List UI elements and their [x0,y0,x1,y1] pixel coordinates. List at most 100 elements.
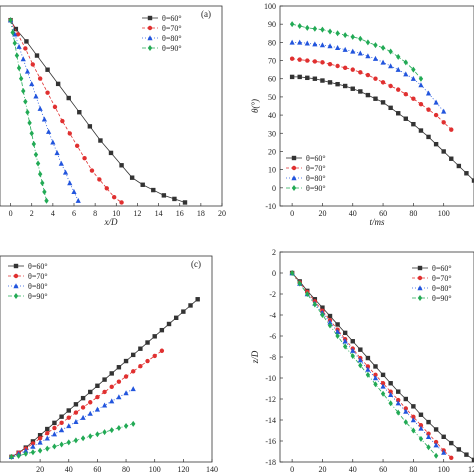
data-point [44,435,50,441]
panel-1: 0 20 40 60 80 100 -10 0 10 20 30 40 50 60 70 80 90 100 t/m… [250,2,474,227]
legend-marker [417,295,423,301]
data-point [88,433,93,440]
data-point [109,398,115,404]
data-point [23,447,29,453]
data-point [59,441,64,448]
data-point [418,75,424,82]
legend-marker [291,175,297,181]
y-tick-label: -18 [265,458,276,467]
y-tick-label: 80 [268,38,276,47]
y-tick-label: -6 [269,332,276,341]
data-point [151,187,156,193]
data-point [23,46,28,51]
data-point [388,83,393,89]
legend-label: θ=90° [432,294,452,303]
x-tick-label: 60 [379,209,387,218]
data-point [45,430,50,436]
data-point [289,74,295,80]
series-3 [9,420,136,460]
data-point [335,63,340,69]
data-point [62,169,69,175]
data-point [104,186,109,191]
x-tick-label: 100 [438,465,450,474]
series-line [10,19,122,203]
data-point [411,66,416,73]
x-tick-label: 60 [93,465,101,474]
data-point [30,441,36,446]
y-tick-label: -4 [269,311,276,320]
data-point [16,43,22,49]
series-3 [289,270,439,459]
data-point [320,60,325,65]
data-point [342,83,348,89]
data-point [116,425,122,432]
legend-marker [147,45,153,51]
data-point [305,58,310,63]
data-point [350,86,355,91]
data-point [380,390,386,397]
data-point [82,156,87,161]
data-point [418,425,424,431]
data-point [75,197,81,203]
data-point [161,193,167,198]
data-point [44,197,49,204]
legend-marker [417,265,423,271]
data-point [403,396,408,402]
y-tick-label: 20 [268,147,276,156]
panel-0: 0 2 4 6 8 10 12 14 16 18 20 x/D (a) θ=60°θ=70°θ=80°θ=… [0,5,226,227]
data-point [418,435,424,442]
legend-marker [291,185,297,191]
data-point [327,28,333,35]
data-point [449,455,454,460]
data-point [441,434,446,439]
legend-label: θ=80° [28,282,48,291]
data-point [441,120,446,125]
y-tick-label: -2 [269,290,276,299]
data-point [335,30,340,37]
data-point [80,405,86,410]
data-point [342,343,348,350]
data-point [46,128,52,134]
data-point [37,436,43,441]
y-tick-label: -16 [265,437,276,446]
data-point [350,67,355,72]
data-point [358,70,363,75]
legend-marker [417,275,423,281]
data-point [31,141,37,148]
data-point [45,90,50,95]
data-point [297,57,302,62]
data-point [109,384,114,390]
data-point [24,39,29,44]
data-point [59,420,64,426]
data-point [159,348,165,353]
data-point [30,449,36,456]
y-tick-label: 0 [272,269,276,278]
data-point [52,425,57,431]
data-point [66,408,71,413]
data-point [342,32,348,39]
data-point [54,150,60,156]
data-point [16,452,21,459]
x-tick-label: 0 [290,209,294,218]
data-point [312,76,318,81]
data-point [350,33,355,40]
data-point [73,410,79,415]
data-point [52,420,57,426]
legend-label: θ=60° [306,154,326,163]
y-axis-label: z/D [250,350,260,364]
data-point [342,65,348,71]
data-point [373,381,378,388]
data-point [123,358,129,364]
data-point [131,352,136,358]
data-point [426,134,431,140]
data-point [365,364,371,369]
data-point [441,449,447,455]
data-point [102,429,107,436]
data-point [411,427,416,434]
data-point [396,87,401,92]
data-point [396,397,401,403]
data-point [297,280,302,287]
data-point [388,105,393,111]
y-tick-label: -8 [269,353,276,362]
